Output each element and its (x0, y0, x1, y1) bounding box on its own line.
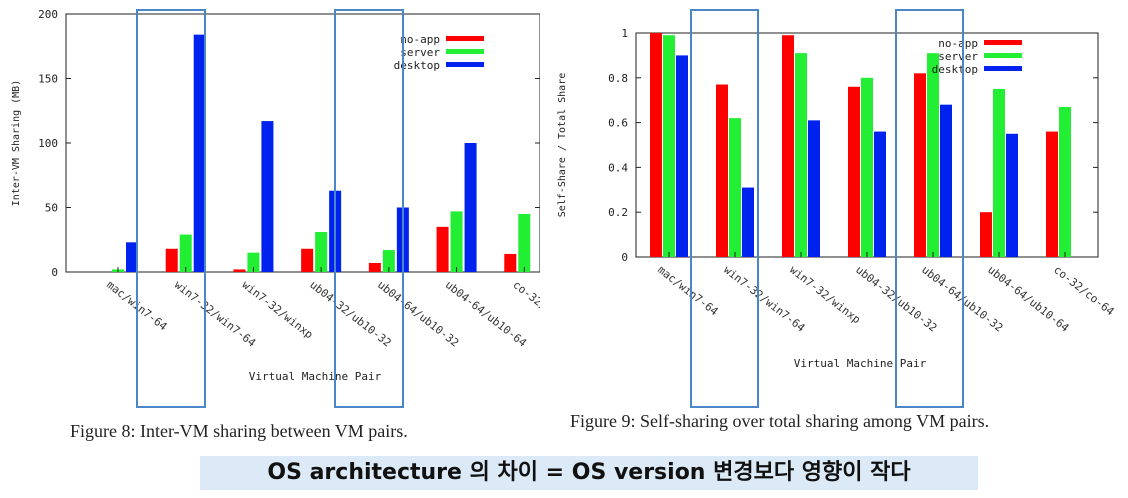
bar-desktop (940, 104, 952, 258)
bar-server (518, 213, 531, 272)
bar-desktop (808, 120, 820, 257)
legend-swatch-desktop (984, 66, 1022, 71)
legend-label: server (938, 50, 978, 63)
bar-no-app (233, 269, 246, 272)
bar-server (1059, 106, 1071, 257)
highlight-box (895, 9, 964, 408)
legend-swatch-desktop (446, 62, 484, 67)
y-tick-label: 0.6 (608, 117, 628, 130)
bar-server (663, 35, 675, 257)
bar-desktop (1006, 133, 1018, 257)
bar-no-app (504, 253, 517, 272)
x-tick-label: co-32/co-64 (1051, 263, 1117, 318)
y-tick-label: 0.4 (608, 161, 628, 174)
bar-desktop (874, 131, 886, 257)
legend-label: server (400, 46, 440, 59)
legend-swatch-no-app (446, 36, 484, 41)
bar-desktop (464, 143, 477, 272)
bar-server (861, 77, 873, 257)
y-tick-label: 200 (38, 8, 58, 21)
legend-label: desktop (394, 59, 440, 72)
y-axis-label: Inter-VM Sharing (MB) (11, 80, 22, 206)
figure-caption: Figure 8: Inter-VM sharing between VM pa… (70, 421, 408, 441)
bar-server (993, 89, 1005, 257)
y-tick-label: 150 (38, 73, 58, 86)
figure-9-chart: 0 0.2 0.4 0.6 0.8 1 Self-Share / Total Share ma… (557, 9, 1117, 431)
bar-no-app (301, 248, 314, 272)
bar-no-app (914, 73, 926, 257)
bar-no-app (436, 226, 449, 272)
bar-no-app (980, 212, 992, 257)
y-axis-label: Self-Share / Total Share (557, 73, 568, 218)
y-tick-label: 1 (621, 27, 628, 40)
bar-server (450, 211, 463, 272)
legend-swatch-server (446, 49, 484, 54)
bar-desktop (193, 34, 206, 272)
x-axis-label: Virtual Machine Pair (794, 357, 927, 370)
bar-server (795, 53, 807, 257)
bar-desktop (126, 242, 138, 272)
y-tick-label: 50 (45, 202, 58, 215)
y-tick-label: 0 (621, 251, 628, 264)
highlight-box (136, 9, 206, 408)
bar-server (927, 53, 939, 257)
legend-swatch-server (984, 53, 1022, 58)
legend-swatch-no-app (984, 40, 1022, 45)
bar-desktop (676, 55, 688, 258)
y-tick-label: 0 (51, 266, 58, 279)
x-tick-label: mac/win7-64 (655, 263, 721, 318)
bar-no-app (650, 33, 662, 257)
bar-desktop (261, 121, 274, 272)
legend-label: desktop (932, 63, 978, 76)
summary-banner: OS architecture 의 차이 = OS version 변경보다 영… (200, 456, 978, 490)
figure-caption: Figure 9: Self-sharing over total sharin… (570, 411, 989, 431)
legend-label: no-app (400, 33, 440, 46)
bar-no-app (782, 35, 794, 257)
highlight-box (690, 9, 759, 408)
bar-no-app (1046, 131, 1058, 257)
x-tick-label: win7-32/winxp (240, 278, 316, 341)
y-tick-label: 0.2 (608, 206, 628, 219)
bar-server (315, 232, 328, 272)
legend-label: no-app (938, 37, 978, 50)
bar-server (382, 250, 395, 272)
bar-no-app (368, 262, 381, 272)
bar-desktop (742, 187, 754, 257)
bar-no-app (848, 86, 860, 257)
y-tick-label: 100 (38, 137, 58, 150)
bar-server (729, 118, 741, 258)
highlight-box (334, 9, 404, 408)
bar-server (247, 252, 260, 272)
bar-no-app (165, 248, 178, 272)
x-tick-label: co-32/co-64 (510, 278, 540, 333)
y-tick-label: 0.8 (608, 72, 628, 85)
x-axis-label: Virtual Machine Pair (249, 370, 382, 383)
bar-server (179, 234, 192, 272)
bar-no-app (716, 84, 728, 258)
